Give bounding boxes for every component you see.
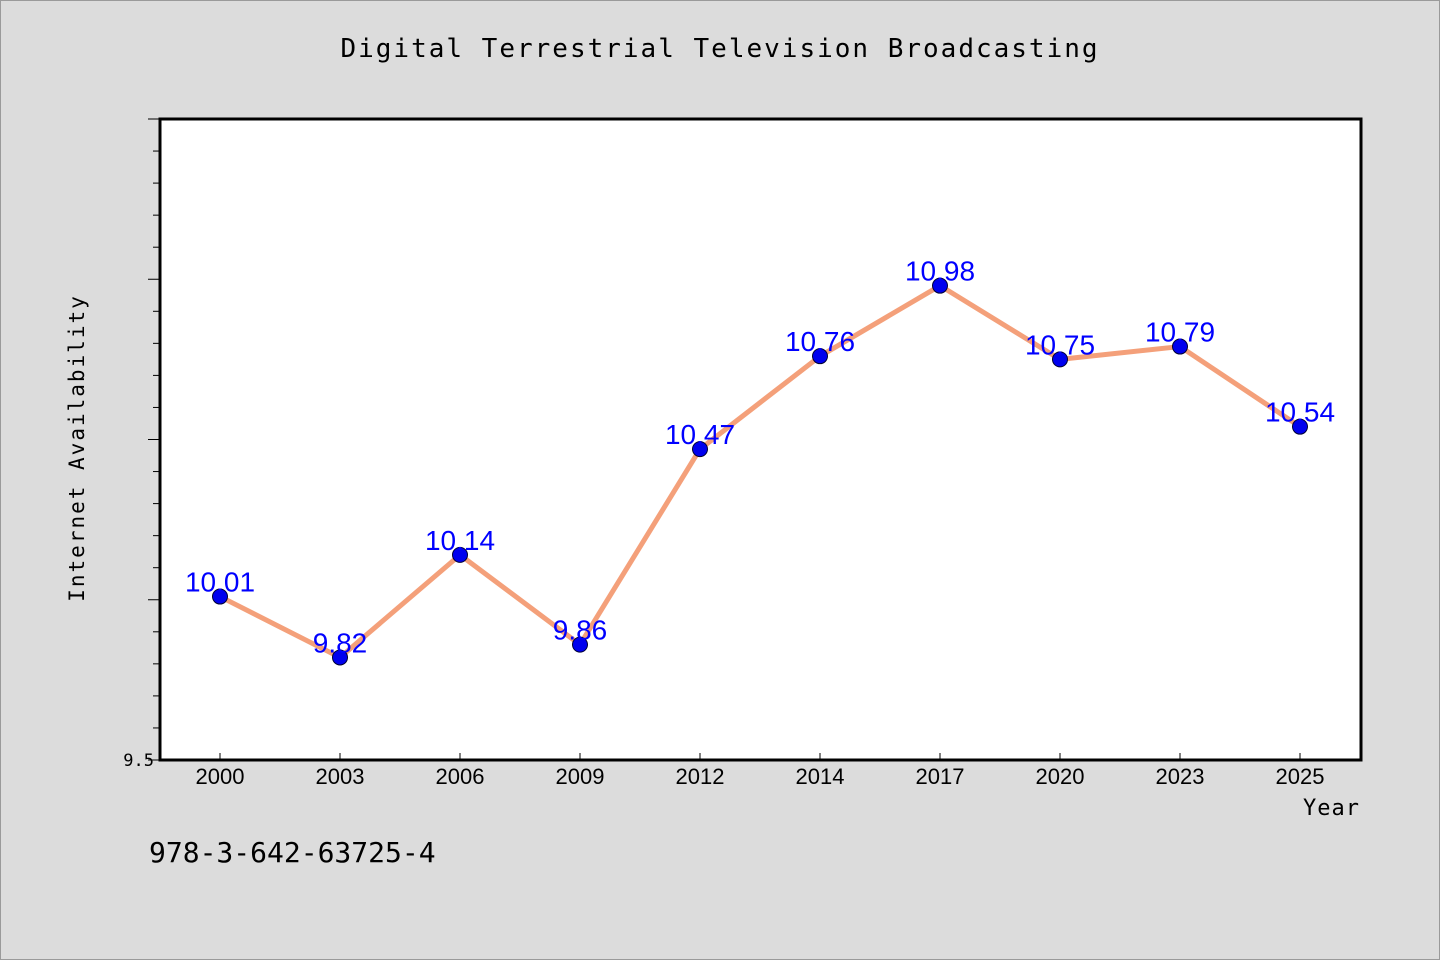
data-point (452, 546, 468, 563)
data-point (692, 441, 708, 458)
data-label: 9.86 (553, 615, 608, 646)
data-point (572, 636, 588, 653)
x-axis-label: Year (1303, 796, 1360, 821)
x-tick-label: 2017 (916, 764, 965, 789)
data-label: 10.54 (1265, 397, 1335, 428)
x-tick-label: 2014 (796, 764, 845, 789)
x-axis-ticks: 2000 2003 2006 2009 2012 2014 2017 2020 2023 2025 (196, 753, 1325, 789)
data-point (212, 588, 228, 605)
data-point (1292, 418, 1308, 435)
x-tick-label: 2020 (1036, 764, 1085, 789)
data-label: 10.98 (905, 256, 975, 287)
data-point (332, 649, 348, 666)
chart-title: Digital Terrestrial Television Broadcast… (340, 34, 1100, 64)
x-tick-label: 2025 (1276, 764, 1325, 789)
x-tick-label: 2023 (1156, 764, 1205, 789)
x-tick-label: 2012 (676, 764, 725, 789)
isbn-text: 978-3-642-63725-4 (149, 836, 436, 869)
data-label: 10.76 (785, 326, 855, 357)
x-tick-label: 2009 (556, 764, 605, 789)
data-point (1052, 351, 1068, 368)
data-label: 10.14 (425, 525, 495, 556)
data-label: 9.82 (313, 627, 368, 658)
series-line (217, 283, 1303, 660)
y-tick-label: 9.5 (123, 751, 154, 771)
x-tick-label: 2006 (436, 764, 485, 789)
plot-area (158, 117, 1363, 762)
series-lines (217, 283, 1303, 660)
y-axis-ticks: 9.5 (123, 118, 160, 771)
data-label: 10.01 (185, 567, 255, 598)
data-label: 10.47 (665, 419, 735, 450)
x-tick-label: 2000 (196, 764, 245, 789)
data-label: 10.75 (1025, 329, 1095, 360)
data-point (932, 277, 948, 294)
data-point (812, 348, 828, 365)
value-labels: 10.01 9.82 10.14 9.86 10.47 10.76 10.98 10.75 10… (185, 256, 1335, 659)
data-markers (212, 277, 1308, 666)
x-tick-label: 2003 (316, 764, 365, 789)
data-point (1172, 338, 1188, 355)
data-label: 10.79 (1145, 317, 1215, 348)
